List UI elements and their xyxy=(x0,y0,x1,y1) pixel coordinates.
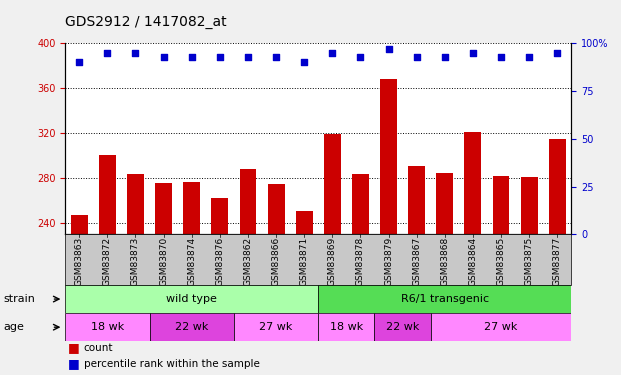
Text: GSM83872: GSM83872 xyxy=(103,237,112,286)
Text: GSM83865: GSM83865 xyxy=(497,237,505,286)
Point xyxy=(215,54,225,60)
Point xyxy=(130,50,140,56)
Bar xyxy=(408,166,425,375)
Text: GSM83867: GSM83867 xyxy=(412,237,421,286)
Text: 18 wk: 18 wk xyxy=(91,322,124,332)
Bar xyxy=(492,176,509,375)
Point xyxy=(384,46,394,52)
Text: strain: strain xyxy=(3,294,35,304)
Point xyxy=(158,54,168,60)
Bar xyxy=(99,154,116,375)
Bar xyxy=(374,313,431,341)
Text: 27 wk: 27 wk xyxy=(260,322,292,332)
Text: GSM83877: GSM83877 xyxy=(553,237,562,286)
Text: GSM83871: GSM83871 xyxy=(300,237,309,286)
Text: 22 wk: 22 wk xyxy=(175,322,209,332)
Text: wild type: wild type xyxy=(166,294,217,304)
Point xyxy=(468,50,478,56)
Text: 18 wk: 18 wk xyxy=(330,322,363,332)
Text: R6/1 transgenic: R6/1 transgenic xyxy=(401,294,489,304)
Bar xyxy=(183,182,200,375)
Bar xyxy=(155,183,172,375)
Text: 27 wk: 27 wk xyxy=(484,322,518,332)
Bar xyxy=(380,79,397,375)
Text: GSM83863: GSM83863 xyxy=(75,237,84,286)
Point xyxy=(496,54,506,60)
Point xyxy=(187,54,197,60)
Text: GSM83869: GSM83869 xyxy=(328,237,337,286)
Bar xyxy=(71,215,88,375)
Point xyxy=(75,59,84,65)
Bar xyxy=(268,184,284,375)
Bar xyxy=(65,285,319,313)
Bar xyxy=(437,172,453,375)
Bar xyxy=(65,313,150,341)
Text: GSM83874: GSM83874 xyxy=(188,237,196,286)
Text: percentile rank within the sample: percentile rank within the sample xyxy=(84,359,260,369)
Bar xyxy=(431,313,571,341)
Bar xyxy=(234,313,319,341)
Text: 22 wk: 22 wk xyxy=(386,322,419,332)
Point xyxy=(440,54,450,60)
Text: GSM83870: GSM83870 xyxy=(159,237,168,286)
Text: GDS2912 / 1417082_at: GDS2912 / 1417082_at xyxy=(65,15,227,29)
Bar xyxy=(319,313,374,341)
Point xyxy=(243,54,253,60)
Text: GSM83878: GSM83878 xyxy=(356,237,365,286)
Text: GSM83876: GSM83876 xyxy=(215,237,224,286)
Text: GSM83862: GSM83862 xyxy=(243,237,253,286)
Bar xyxy=(296,211,312,375)
Text: GSM83868: GSM83868 xyxy=(440,237,449,286)
Bar xyxy=(319,285,571,313)
Text: GSM83875: GSM83875 xyxy=(525,237,533,286)
Point xyxy=(524,54,534,60)
Point xyxy=(299,59,309,65)
Bar xyxy=(352,174,369,375)
Bar xyxy=(150,313,234,341)
Bar xyxy=(211,198,229,375)
Text: GSM83864: GSM83864 xyxy=(468,237,478,286)
Text: GSM83866: GSM83866 xyxy=(271,237,281,286)
Point xyxy=(271,54,281,60)
Point xyxy=(355,54,365,60)
Bar xyxy=(324,134,341,375)
Text: age: age xyxy=(3,322,24,332)
Text: ■: ■ xyxy=(68,357,80,370)
Bar xyxy=(521,177,538,375)
Bar xyxy=(240,169,256,375)
Point xyxy=(412,54,422,60)
Text: ■: ■ xyxy=(68,342,80,354)
Point xyxy=(552,50,562,56)
Text: GSM83879: GSM83879 xyxy=(384,237,393,286)
Point xyxy=(102,50,112,56)
Text: GSM83873: GSM83873 xyxy=(131,237,140,286)
Text: count: count xyxy=(84,343,114,353)
Bar xyxy=(549,139,566,375)
Bar xyxy=(127,174,144,375)
Point xyxy=(327,50,337,56)
Bar xyxy=(465,132,481,375)
